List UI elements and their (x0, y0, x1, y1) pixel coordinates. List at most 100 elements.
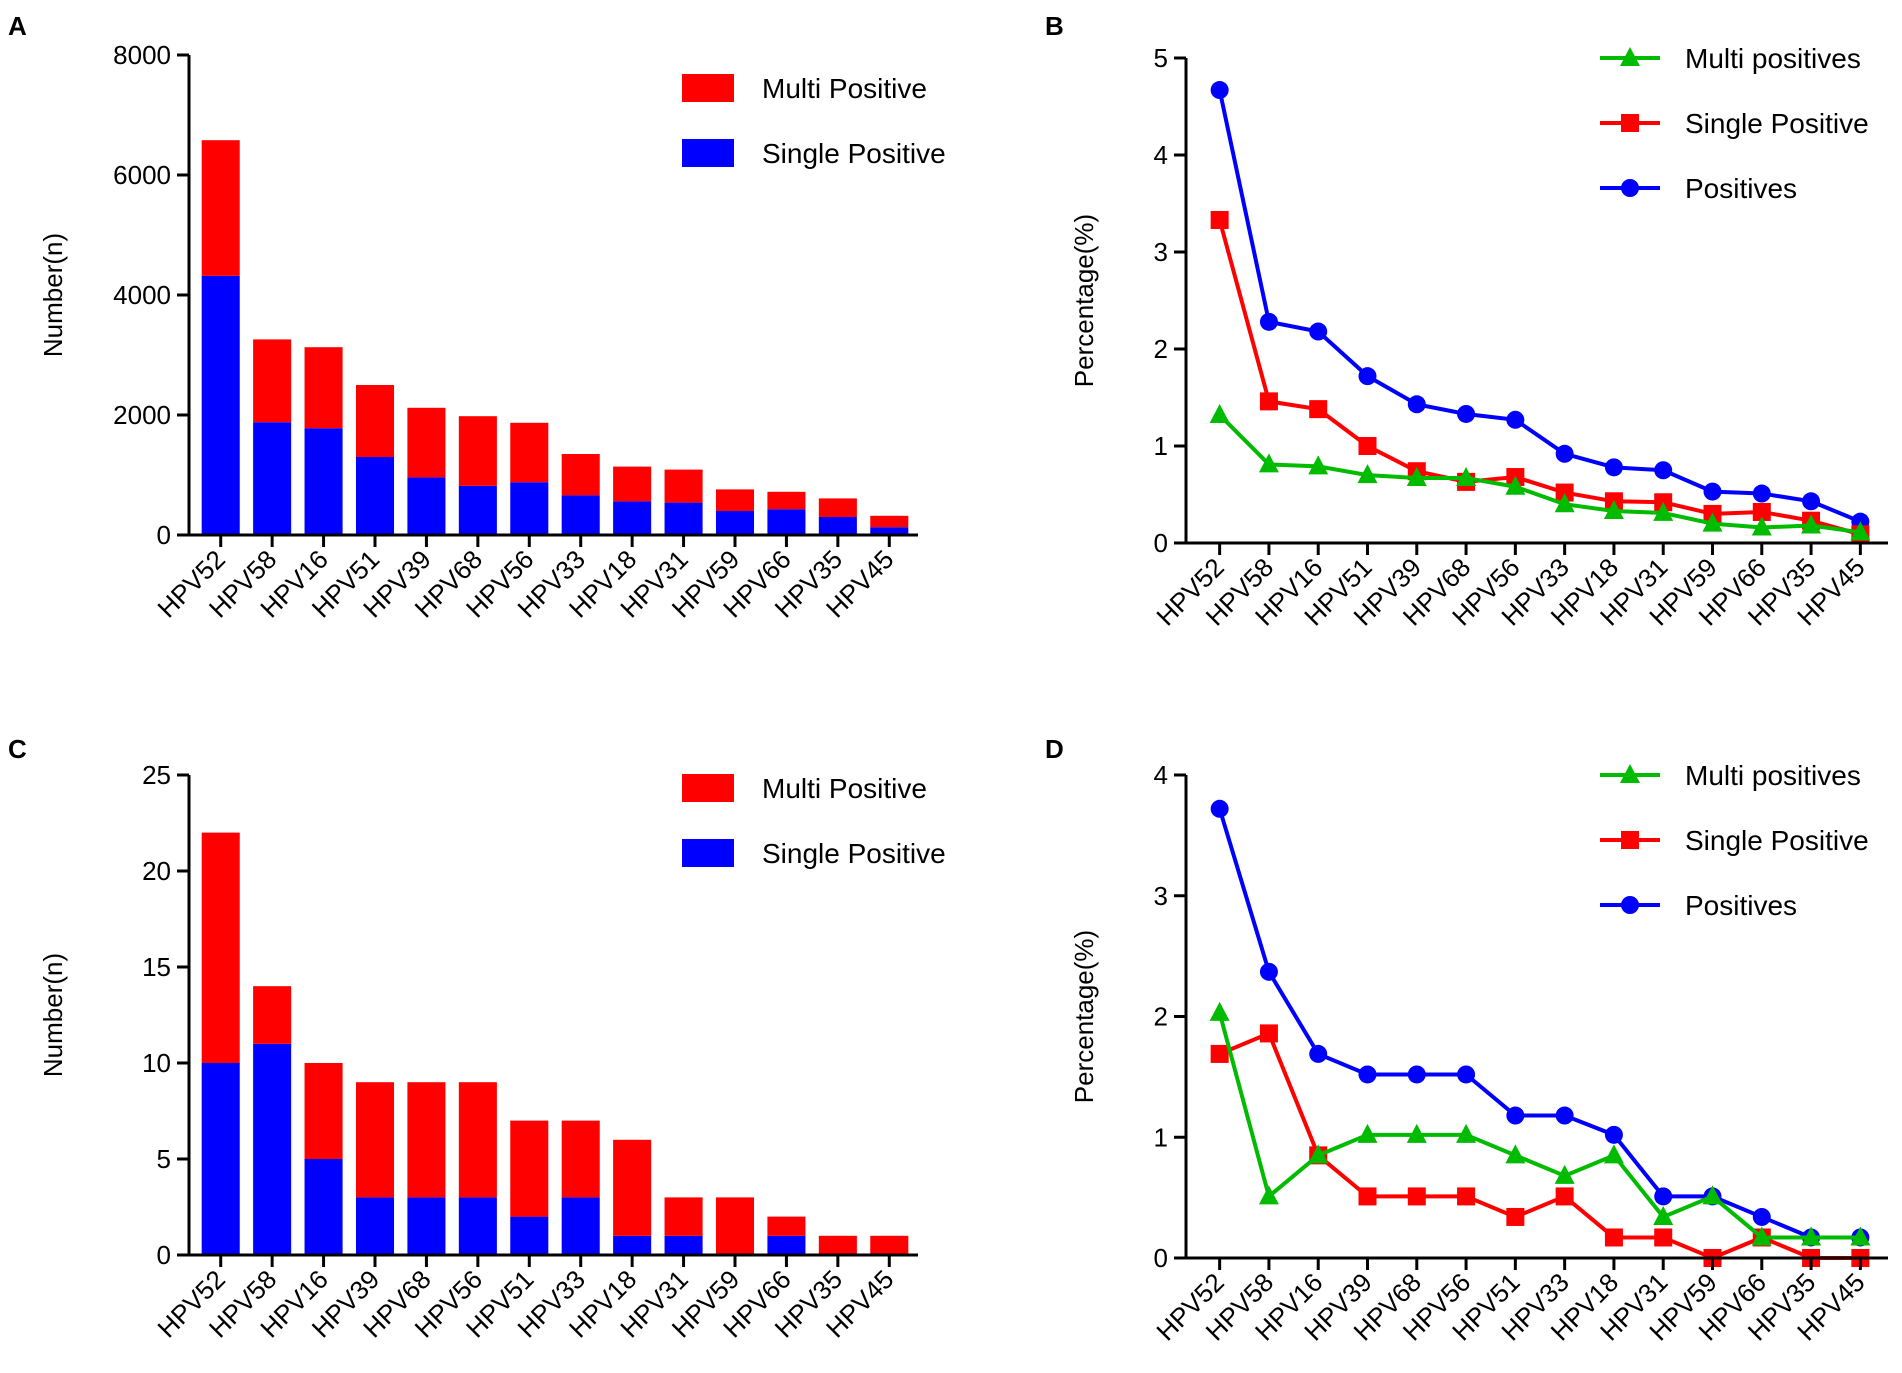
y-tick-label: 0 (157, 520, 171, 550)
marker-single-positive-hpv51 (1358, 437, 1377, 455)
marker-positives-hpv18 (1604, 1125, 1623, 1144)
bar-single-positive-hpv45 (870, 527, 909, 535)
legend-label: Single Positive (762, 838, 946, 869)
bar-multi-positive-hpv51 (510, 1120, 549, 1217)
bar-single-positive-hpv58 (253, 422, 292, 535)
y-tick-label: 0 (157, 1240, 171, 1270)
marker-positives-hpv33 (1555, 1106, 1574, 1125)
marker-single-positive-hpv52 (1210, 210, 1229, 229)
marker-positives-hpv16 (1309, 1044, 1328, 1063)
marker-positives-hpv16 (1309, 322, 1328, 341)
marker-multi-positives-hpv58 (1258, 453, 1279, 473)
bar-single-positive-hpv58 (253, 1043, 292, 1255)
bar-single-positive-hpv56 (458, 1197, 497, 1255)
marker-multi-positives-hpv56 (1505, 475, 1526, 495)
bar-single-positive-hpv51 (510, 1216, 549, 1255)
marker-single-positive-hpv16 (1309, 400, 1328, 419)
legend-label: Positives (1685, 890, 1797, 921)
marker-multi-positives-hpv52 (1209, 403, 1230, 423)
y-tick-label: 5 (157, 1144, 171, 1174)
y-tick-label: 4000 (113, 280, 171, 310)
marker-multi-positives-hpv39 (1406, 467, 1427, 487)
bar-multi-positive-hpv59 (715, 1197, 755, 1255)
y-tick-label: 1 (1154, 431, 1168, 461)
legend-swatch (682, 774, 734, 802)
marker-positives-hpv58 (1259, 962, 1278, 981)
legend-label: Multi Positive (762, 73, 927, 104)
legend-marker (1621, 114, 1639, 132)
marker-positives-hpv58 (1259, 312, 1278, 331)
y-axis-label: Number(n) (38, 953, 68, 1077)
y-tick-label: 0 (1154, 528, 1168, 558)
marker-multi-positives-hpv52 (1209, 1001, 1230, 1021)
bar-multi-positive-hpv45 (870, 1235, 909, 1255)
marker-multi-positives-hpv58 (1258, 1185, 1279, 1205)
marker-single-positive-hpv52 (1210, 1044, 1229, 1063)
bar-multi-positive-hpv66 (767, 491, 806, 510)
legend-marker (1621, 831, 1639, 849)
marker-multi-positives-hpv66 (1751, 1226, 1772, 1246)
legend-swatch (682, 74, 734, 102)
marker-multi-positives-hpv59 (1702, 512, 1723, 532)
marker-single-positive-hpv51 (1506, 1207, 1525, 1226)
bar-single-positive-hpv66 (767, 509, 806, 535)
legend-swatch (682, 139, 734, 167)
bar-multi-positive-hpv16 (304, 347, 343, 429)
bar-multi-positive-hpv58 (253, 339, 292, 423)
marker-multi-positives-hpv35 (1801, 1226, 1822, 1246)
marker-multi-positives-hpv31 (1653, 1205, 1674, 1225)
legend-label: Multi positives (1685, 43, 1861, 74)
bar-multi-positive-hpv68 (407, 1082, 446, 1198)
bar-multi-positive-hpv18 (613, 466, 652, 502)
y-tick-label: 8000 (113, 40, 171, 70)
bar-single-positive-hpv52 (201, 275, 240, 535)
marker-multi-positives-hpv68 (1406, 1123, 1427, 1143)
marker-positives-hpv18 (1604, 458, 1623, 477)
marker-multi-positives-hpv39 (1357, 1123, 1378, 1143)
panel-d: D01234HPV52HPV58HPV16HPV39HPV68HPV56HPV5… (1045, 734, 1888, 1347)
bar-multi-positive-hpv52 (201, 832, 240, 1063)
y-tick-label: 20 (142, 856, 171, 886)
bar-single-positive-hpv68 (458, 485, 497, 535)
bar-single-positive-hpv56 (510, 482, 549, 535)
marker-positives-hpv66 (1752, 484, 1771, 503)
panel-a: A02000400060008000HPV52HPV58HPV16HPV51HP… (8, 11, 946, 624)
bar-multi-positive-hpv56 (510, 422, 549, 483)
marker-multi-positives-hpv33 (1554, 1164, 1575, 1184)
legend-label: Single Positive (1685, 825, 1869, 856)
y-tick-label: 3 (1154, 881, 1168, 911)
y-tick-label: 2000 (113, 400, 171, 430)
line-multi-positives (1217, 1012, 1861, 1240)
legend-label: Positives (1685, 173, 1797, 204)
bar-single-positive-hpv31 (664, 502, 703, 535)
y-tick-label: 2 (1154, 334, 1168, 364)
marker-single-positive-hpv31 (1654, 1228, 1673, 1247)
marker-multi-positives-hpv18 (1603, 1144, 1624, 1164)
panel-letter: D (1045, 734, 1064, 764)
marker-single-positive-hpv56 (1457, 1187, 1476, 1206)
bar-single-positive-hpv33 (561, 495, 600, 535)
marker-single-positive-hpv18 (1604, 1228, 1623, 1247)
bar-single-positive-hpv52 (201, 1063, 240, 1255)
bar-single-positive-hpv33 (561, 1197, 600, 1255)
marker-single-positive-hpv33 (1555, 1187, 1574, 1206)
marker-single-positive-hpv66 (1752, 502, 1771, 521)
marker-multi-positives-hpv51 (1357, 464, 1378, 484)
bar-multi-positive-hpv45 (870, 515, 909, 528)
bar-multi-positive-hpv59 (715, 489, 755, 511)
marker-positives-hpv66 (1752, 1207, 1771, 1226)
bar-multi-positive-hpv51 (355, 385, 395, 457)
legend-swatch (682, 839, 734, 867)
y-tick-label: 3 (1154, 237, 1168, 267)
bar-single-positive-hpv35 (818, 517, 857, 535)
legend-label: Single Positive (762, 138, 946, 169)
marker-positives-hpv51 (1358, 367, 1377, 386)
y-tick-label: 4 (1154, 760, 1168, 790)
legend-label: Multi positives (1685, 760, 1861, 791)
bar-multi-positive-hpv31 (664, 1197, 703, 1236)
marker-positives-hpv33 (1555, 444, 1574, 463)
y-axis-label: Number(n) (38, 233, 68, 357)
bar-multi-positive-hpv35 (818, 1235, 857, 1255)
y-tick-label: 15 (142, 952, 171, 982)
